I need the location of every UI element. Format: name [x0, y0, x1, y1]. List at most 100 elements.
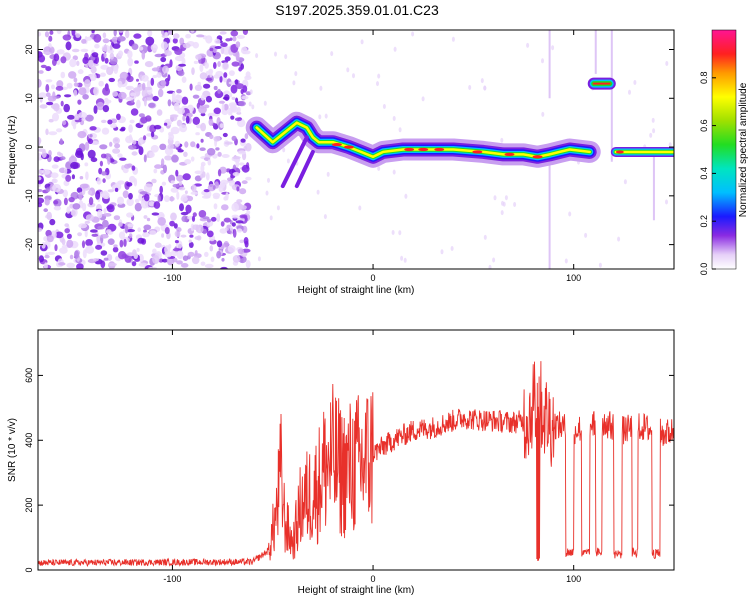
noise-blob [103, 257, 109, 261]
noise-blob [63, 167, 68, 175]
noise-blob [71, 30, 76, 36]
noise-blob [41, 241, 46, 249]
speckle [501, 200, 504, 206]
noise-blob [150, 77, 155, 86]
noise-blob [84, 162, 89, 167]
snr-ytick-label: 400 [24, 433, 34, 448]
noise-blob [218, 100, 225, 104]
snr-series-line [38, 361, 674, 568]
noise-blob [44, 31, 50, 38]
noise-blob [221, 154, 230, 158]
noise-blob [82, 94, 89, 100]
noise-blob [224, 141, 233, 145]
speckle [541, 58, 544, 64]
noise-blob [145, 36, 155, 46]
speckle [392, 169, 396, 175]
noise-blob [171, 154, 179, 163]
noise-blob [56, 49, 65, 55]
noise-blob [176, 174, 184, 182]
speckle [488, 264, 492, 269]
noise-blob [173, 33, 180, 39]
noise-blob [200, 138, 204, 143]
noise-blob [87, 149, 96, 159]
speckle [421, 96, 425, 102]
noise-blob [109, 52, 115, 60]
noise-blob [209, 69, 213, 78]
noise-blob [97, 209, 103, 219]
speckle [330, 51, 334, 57]
noise-blob [180, 263, 189, 268]
noise-blob [157, 194, 161, 203]
noise-blob [134, 198, 140, 203]
noise-blob [78, 87, 87, 96]
noise-blob [47, 95, 57, 102]
noise-blob [118, 30, 124, 33]
noise-blob [133, 178, 138, 187]
noise-blob [136, 99, 141, 109]
noise-blob [176, 89, 182, 94]
noise-blob [124, 163, 131, 169]
noise-blob [242, 30, 248, 35]
noise-blob [89, 126, 97, 131]
speckle [257, 256, 261, 262]
noise-blob [235, 160, 240, 168]
noise-blob [213, 74, 220, 79]
noise-blob [151, 212, 160, 216]
speckle [598, 262, 602, 268]
noise-blob [160, 56, 167, 63]
noise-blob [72, 203, 81, 210]
snr-ytick-label: 200 [24, 498, 34, 513]
noise-blob [138, 193, 143, 201]
speckle [248, 101, 252, 107]
noise-blob [236, 186, 240, 192]
noise-blob [230, 30, 239, 37]
speckle [358, 205, 362, 211]
noise-blob [77, 69, 84, 75]
noise-blob [139, 191, 148, 195]
noise-blob [38, 152, 42, 157]
noise-blob [217, 151, 222, 157]
noise-blob [196, 235, 202, 241]
noise-blob [74, 119, 82, 123]
noise-blob [77, 131, 87, 139]
noise-blob [143, 97, 147, 107]
noise-blob [164, 195, 170, 203]
noise-blob [108, 77, 116, 83]
noise-blob [215, 147, 220, 151]
speckle [411, 31, 415, 37]
noise-blob [97, 225, 105, 230]
noise-blob [212, 185, 216, 190]
noise-blob [201, 195, 211, 199]
noise-blob [188, 239, 192, 243]
noise-blob [89, 134, 93, 138]
noise-blob [154, 242, 162, 248]
snr-ytick-label: 0 [24, 567, 34, 572]
speckle [377, 166, 381, 171]
noise-blob [143, 215, 148, 219]
noise-blob [239, 188, 247, 195]
noise-blob [235, 220, 244, 224]
noise-blob [245, 142, 252, 152]
noise-blob [244, 133, 249, 140]
noise-blob [60, 156, 66, 161]
noise-blob [217, 169, 222, 177]
noise-blob [209, 245, 214, 252]
noise-blob [191, 256, 200, 265]
noise-blob [102, 105, 110, 113]
noise-blob [68, 197, 75, 203]
noise-blob [202, 171, 206, 178]
speckle [500, 137, 504, 143]
noise-blob [126, 86, 132, 91]
noise-blob [41, 150, 47, 158]
noise-blob [221, 257, 225, 262]
snr-marks [38, 361, 674, 568]
noise-blob [117, 80, 123, 88]
noise-blob [69, 58, 77, 68]
noise-blob [170, 180, 175, 184]
spectrogram-ytick-label: 20 [24, 45, 34, 55]
noise-blob [152, 255, 160, 264]
noise-blob [71, 48, 80, 53]
noise-blob [168, 196, 175, 202]
noise-blob [85, 114, 94, 122]
